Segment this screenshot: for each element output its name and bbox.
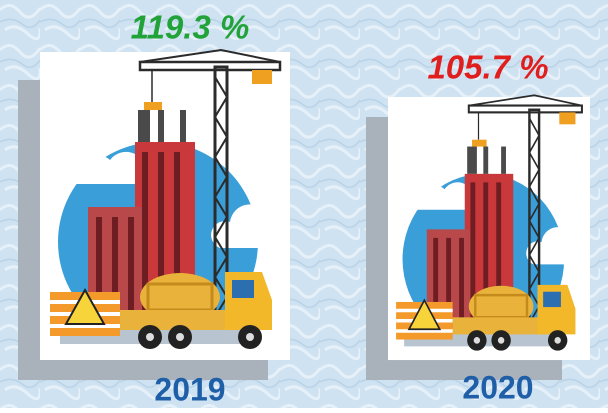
construction-illustration bbox=[386, 93, 592, 362]
card-2020 bbox=[386, 93, 592, 362]
card-2019 bbox=[38, 48, 292, 362]
percent-label: 105.7 % bbox=[427, 49, 548, 86]
year-label: 2019 bbox=[154, 371, 225, 407]
year-label: 2020 bbox=[462, 369, 533, 405]
construction-illustration bbox=[38, 48, 292, 362]
percent-label: 119.3 % bbox=[131, 9, 250, 46]
